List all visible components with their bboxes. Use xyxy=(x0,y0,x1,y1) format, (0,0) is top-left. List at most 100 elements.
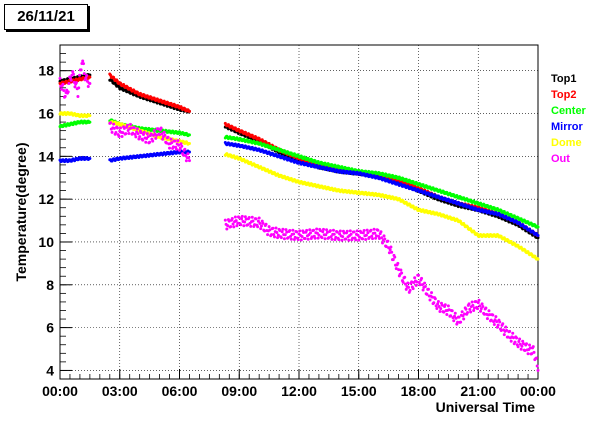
data-point xyxy=(417,273,420,277)
data-point xyxy=(306,237,310,241)
data-point xyxy=(390,250,394,254)
data-point xyxy=(131,131,135,135)
data-point xyxy=(71,72,75,76)
data-point xyxy=(267,225,271,229)
data-point xyxy=(374,234,378,238)
data-point xyxy=(187,133,191,137)
data-point xyxy=(476,301,480,305)
legend-entry-top1: Top1 xyxy=(551,73,576,85)
data-point xyxy=(225,227,229,231)
y-tick-label: 16 xyxy=(38,106,54,122)
data-point xyxy=(321,230,325,234)
data-point xyxy=(525,342,529,346)
data-point xyxy=(480,302,484,306)
data-point xyxy=(517,340,521,344)
data-point xyxy=(413,276,417,280)
data-point xyxy=(298,229,302,233)
data-point xyxy=(161,137,165,141)
data-point xyxy=(151,139,155,143)
data-point xyxy=(230,217,234,221)
data-point xyxy=(173,139,177,143)
data-point xyxy=(278,228,282,232)
data-point xyxy=(521,342,525,346)
data-point xyxy=(496,323,500,327)
data-point xyxy=(229,225,233,229)
data-point xyxy=(459,320,463,324)
data-point xyxy=(269,233,273,237)
data-point xyxy=(148,140,152,144)
data-layer xyxy=(58,59,540,372)
data-point xyxy=(243,220,247,224)
data-point xyxy=(511,331,515,335)
data-point xyxy=(268,228,272,232)
data-point xyxy=(440,303,444,307)
data-point xyxy=(428,298,432,302)
data-point xyxy=(536,257,540,261)
data-point xyxy=(340,238,344,242)
data-point xyxy=(410,280,414,284)
data-point xyxy=(127,131,131,135)
data-point xyxy=(88,82,92,86)
data-point xyxy=(384,245,388,249)
data-point xyxy=(266,233,270,237)
data-point xyxy=(341,235,345,239)
data-point xyxy=(293,235,297,239)
data-point xyxy=(59,87,63,91)
data-point xyxy=(322,227,326,231)
data-point xyxy=(180,144,184,148)
data-point xyxy=(481,304,485,308)
data-point xyxy=(139,131,143,135)
data-point xyxy=(380,241,384,245)
data-point xyxy=(74,81,78,85)
data-point xyxy=(420,283,424,287)
data-point xyxy=(163,133,167,137)
data-point xyxy=(330,237,334,241)
data-point xyxy=(271,226,275,230)
data-point xyxy=(456,320,460,324)
data-point xyxy=(423,285,427,289)
data-point xyxy=(426,287,430,291)
data-point xyxy=(344,237,348,241)
data-point xyxy=(460,310,464,314)
data-point xyxy=(418,283,422,287)
x-axis-title: Universal Time xyxy=(436,399,536,415)
data-point xyxy=(443,303,447,307)
data-point xyxy=(438,310,442,314)
data-point xyxy=(430,295,434,299)
data-point xyxy=(318,229,322,233)
data-point xyxy=(261,221,265,225)
data-point xyxy=(88,75,92,79)
data-point xyxy=(447,308,451,312)
data-point xyxy=(112,122,116,126)
data-point xyxy=(403,275,407,279)
data-point xyxy=(472,306,476,310)
data-point xyxy=(477,298,481,302)
data-point xyxy=(361,231,365,235)
data-point xyxy=(110,130,114,134)
data-point xyxy=(449,314,453,318)
data-point xyxy=(504,325,508,329)
data-point xyxy=(471,303,475,307)
data-point xyxy=(63,94,67,98)
data-point xyxy=(403,282,407,286)
data-point xyxy=(347,238,351,242)
data-point xyxy=(282,237,286,241)
data-point xyxy=(331,228,335,232)
data-point xyxy=(531,345,535,349)
data-point xyxy=(71,70,75,74)
x-tick-label: 09:00 xyxy=(221,383,257,399)
data-point xyxy=(240,217,244,221)
y-tick-label: 12 xyxy=(38,191,54,207)
data-point xyxy=(396,261,400,265)
data-point xyxy=(279,236,283,240)
data-point xyxy=(156,127,160,131)
data-point xyxy=(454,316,458,320)
data-point xyxy=(482,312,486,316)
y-tick-label: 10 xyxy=(38,234,54,250)
data-point xyxy=(280,230,284,234)
data-point xyxy=(337,238,341,242)
data-point xyxy=(439,307,443,311)
data-point xyxy=(308,228,312,232)
data-point xyxy=(179,142,183,146)
data-point xyxy=(184,159,188,163)
